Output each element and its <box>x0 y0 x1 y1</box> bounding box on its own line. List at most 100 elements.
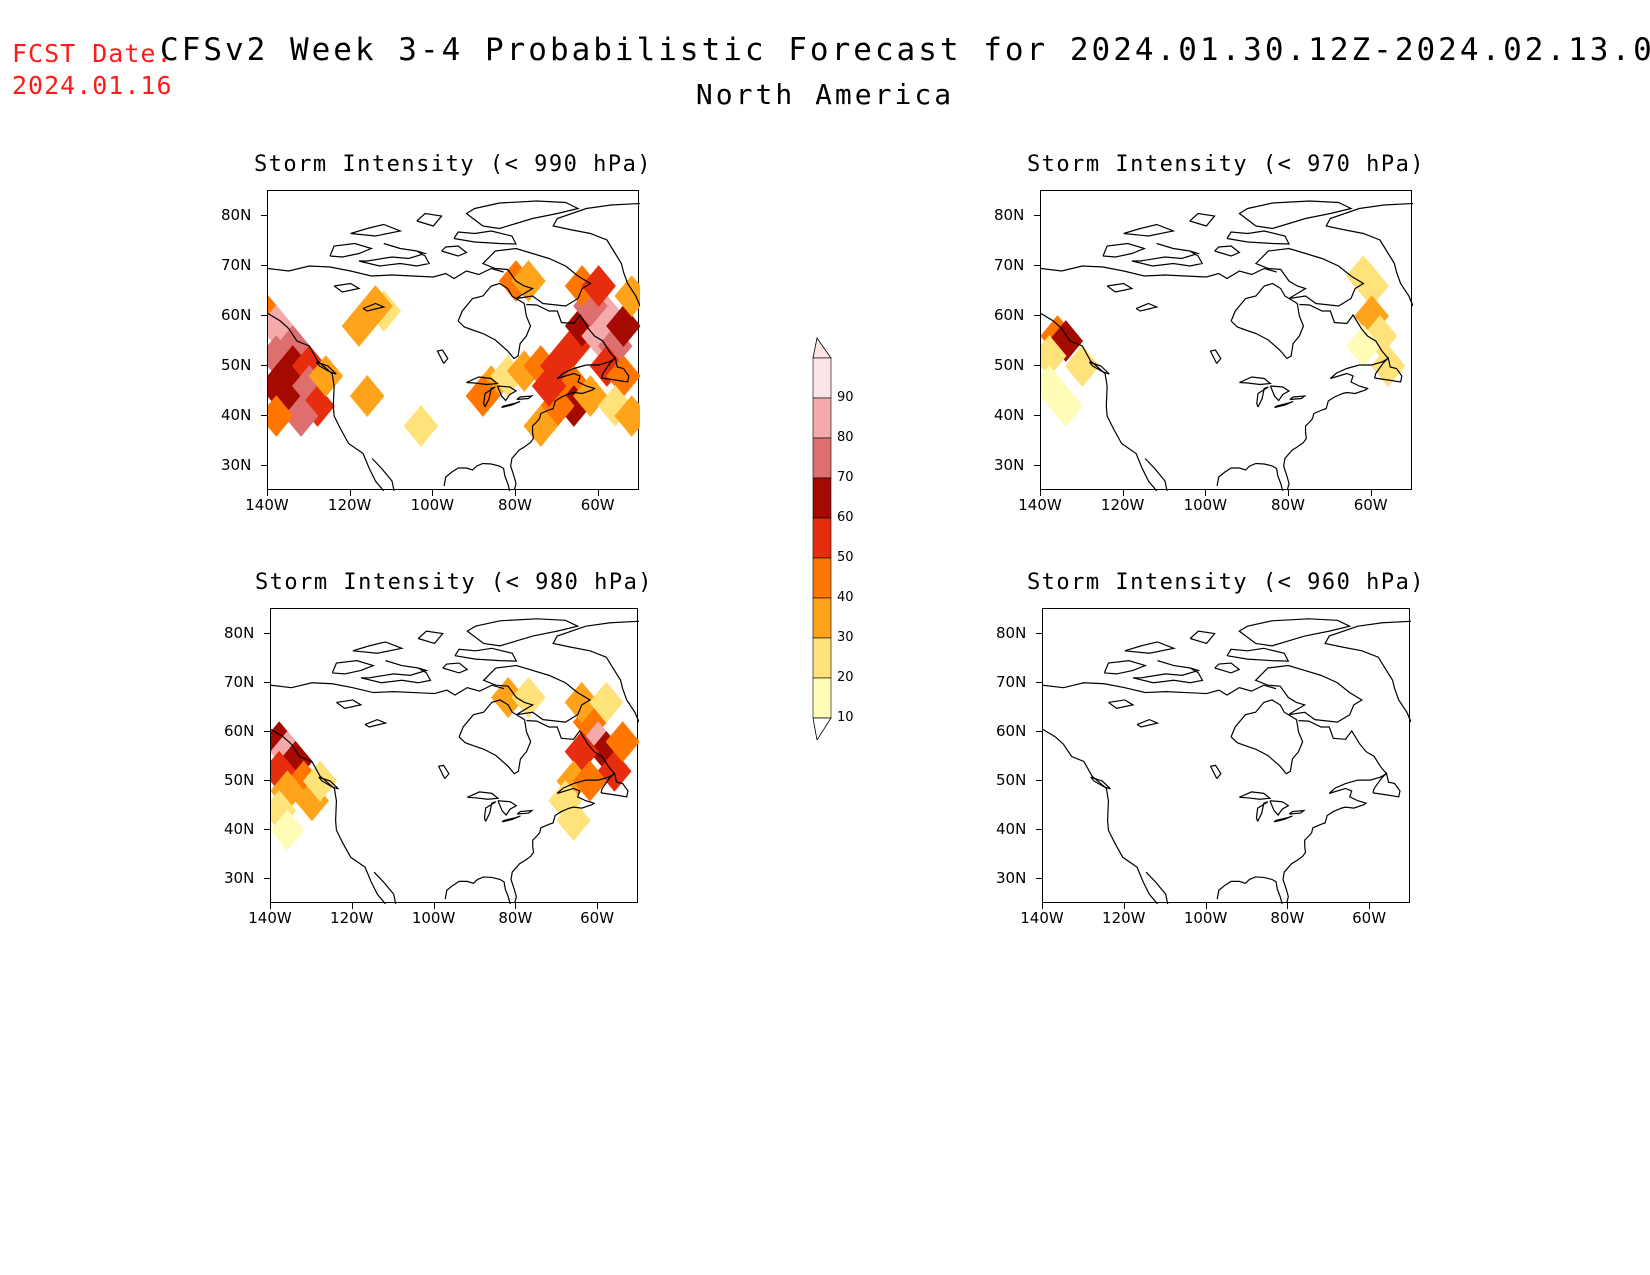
map-frame <box>1042 608 1411 904</box>
coastline <box>466 376 499 386</box>
probability-patch <box>268 365 294 407</box>
lat-tick-mark <box>261 365 267 366</box>
coastline <box>497 800 518 816</box>
coastline <box>1209 349 1222 364</box>
lat-tick-mark <box>261 265 267 266</box>
coastline <box>1288 809 1306 815</box>
lat-tick-mark <box>1034 465 1040 466</box>
lon-tick-mark <box>1370 490 1372 496</box>
coastline <box>481 247 592 307</box>
lon-tick-label: 100W <box>410 496 455 514</box>
coastline <box>1216 876 1283 904</box>
coastline <box>331 660 376 675</box>
coastline <box>1136 718 1160 728</box>
lon-tick-label: 140W <box>1020 909 1064 927</box>
coastline <box>1239 791 1272 800</box>
probability-patch <box>271 790 297 832</box>
legend-label: 90 <box>837 390 854 405</box>
coastline <box>444 876 511 904</box>
lon-tick-label: 100W <box>1183 909 1228 927</box>
lat-tick-mark <box>1034 315 1040 316</box>
coastline <box>442 662 469 674</box>
lat-tick-label: 30N <box>224 869 255 888</box>
probability-patch <box>531 365 567 407</box>
probability-patch <box>1370 345 1406 387</box>
legend-swatch <box>812 677 832 719</box>
lon-tick-label: 80W <box>498 909 533 927</box>
coastline <box>437 764 450 780</box>
coastline <box>436 349 449 364</box>
lon-tick-mark <box>349 490 351 496</box>
forecast-date-label: FCST Date: 2024.01.16 <box>12 38 173 102</box>
coastline <box>417 630 444 645</box>
lon-tick-mark <box>1122 490 1124 496</box>
coastline <box>1041 265 1277 280</box>
lat-tick-mark <box>1034 215 1040 216</box>
probability-patch <box>605 721 639 763</box>
probability-patch <box>1041 335 1067 377</box>
coastline <box>1123 223 1176 237</box>
lat-tick-mark <box>264 780 270 782</box>
lon-tick-label: 140W <box>245 496 289 514</box>
coastline <box>1216 462 1284 491</box>
panel-title: Storm Intensity (< 980 hPa) <box>254 570 654 595</box>
coastline <box>352 641 404 654</box>
probability-patch <box>271 809 305 851</box>
coastline <box>457 282 532 360</box>
coastline <box>1124 641 1176 654</box>
probability-patch <box>606 355 640 397</box>
lon-tick-mark <box>597 903 599 909</box>
probability-patch <box>614 395 640 437</box>
lon-tick-mark <box>1288 490 1289 496</box>
probability-patch <box>589 345 625 387</box>
coastline <box>1373 356 1403 383</box>
lat-tick-label: 40N <box>996 820 1027 839</box>
coastline <box>1209 764 1222 780</box>
lon-tick-mark <box>267 490 268 496</box>
legend-label: 80 <box>837 430 854 445</box>
page-subtitle: North America <box>695 78 955 111</box>
lat-tick-label: 30N <box>221 456 252 474</box>
map-frame <box>270 608 639 904</box>
probability-patch <box>511 676 546 719</box>
coastline <box>1214 245 1241 257</box>
legend-label: 70 <box>837 470 854 485</box>
lon-tick-label: 60W <box>1352 909 1387 927</box>
fcst-date-heading: FCST Date: <box>12 39 173 68</box>
probability-patch <box>581 265 616 307</box>
coastline <box>441 245 468 257</box>
coastline <box>1282 720 1388 904</box>
lat-tick-mark <box>264 730 270 732</box>
coastline <box>453 230 518 245</box>
coastline <box>443 462 511 491</box>
coastline <box>600 356 630 383</box>
coastline <box>1273 815 1293 823</box>
coastline <box>416 212 443 227</box>
coastline <box>329 242 374 258</box>
lon-tick-mark <box>597 490 599 496</box>
lon-tick-label: 120W <box>330 909 374 927</box>
coastline <box>1256 386 1269 408</box>
lat-tick-mark <box>264 681 270 683</box>
coastline <box>482 664 592 723</box>
coastline <box>1254 247 1365 307</box>
legend-swatch <box>812 597 832 639</box>
coastline <box>458 699 532 775</box>
lat-tick-label: 80N <box>221 206 252 224</box>
lon-tick-label: 60W <box>1353 496 1388 514</box>
coastline <box>465 200 580 230</box>
coastline <box>552 620 639 723</box>
coastline <box>1108 699 1135 709</box>
coastline <box>1106 282 1134 293</box>
legend-bar <box>812 337 832 742</box>
lat-tick-label: 50N <box>224 771 255 790</box>
map-canvas <box>1043 618 1411 904</box>
coastline <box>496 385 518 402</box>
lat-tick-label: 50N <box>996 771 1027 790</box>
lat-tick-label: 70N <box>996 672 1027 691</box>
map-frame <box>1040 190 1413 491</box>
lat-tick-label: 60N <box>221 306 252 324</box>
coastline <box>510 720 616 904</box>
page-title: CFSv2 Week 3-4 Probabilistic Forecast fo… <box>160 32 1650 68</box>
lon-tick-label: 120W <box>327 496 372 514</box>
